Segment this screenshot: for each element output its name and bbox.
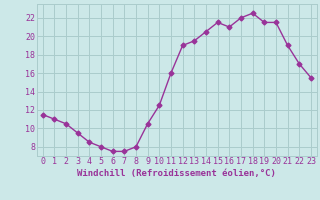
X-axis label: Windchill (Refroidissement éolien,°C): Windchill (Refroidissement éolien,°C): [77, 169, 276, 178]
